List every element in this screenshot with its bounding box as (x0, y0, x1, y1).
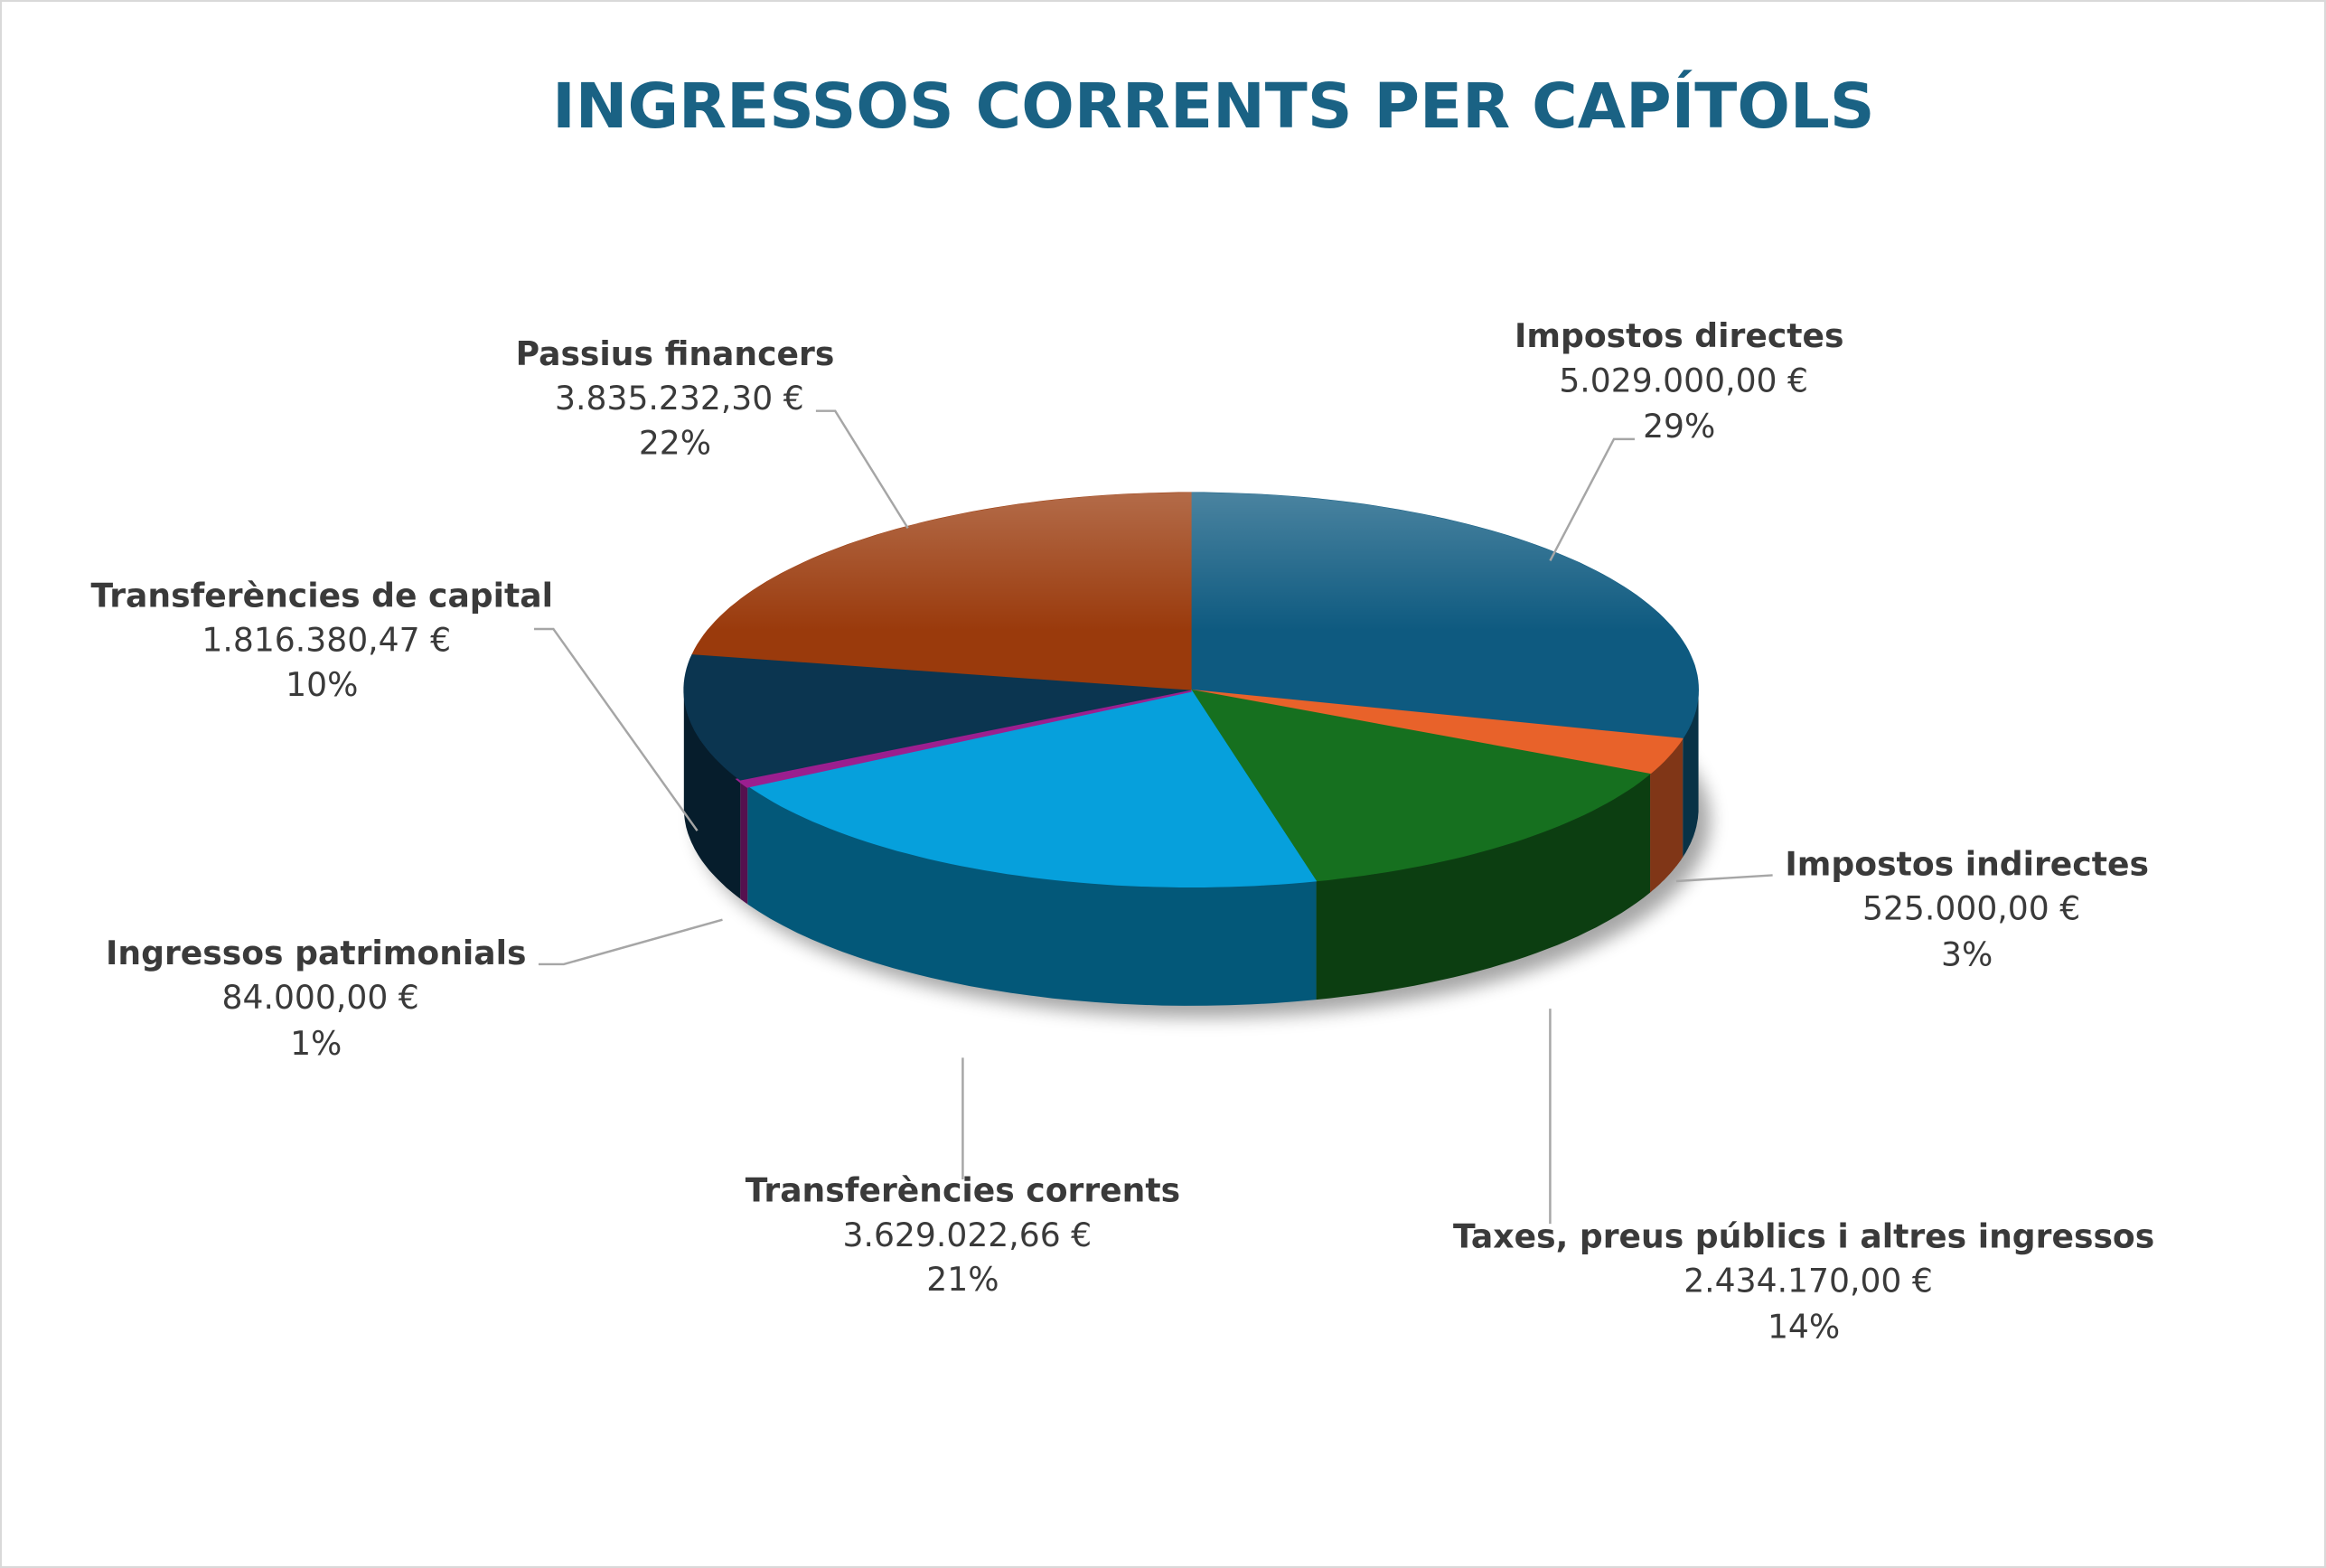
slice-percent: 21% (926, 1260, 999, 1299)
data-label-impostos-indirectes: Impostos indirectes 525.000,00 € 3% (1785, 844, 2149, 973)
slice-percent: 29% (1643, 407, 1715, 446)
slice-wall-2 (1316, 774, 1651, 1000)
slice-value: 5.029.000,00 € (1559, 361, 1808, 399)
slice-wall-4 (740, 780, 748, 905)
data-label-taxes: Taxes, preus públics i altres ingressos … (1453, 1216, 2154, 1346)
slice-wall-3 (747, 785, 1317, 1006)
slice-value: 84.000,00 € (222, 978, 419, 1017)
slice-label: Impostos directes (1515, 316, 1844, 355)
leader-line-4 (538, 918, 723, 966)
slice-wall-5 (683, 690, 741, 899)
leader-line-6 (815, 409, 909, 530)
slice-label: Passius financers (516, 334, 835, 373)
slice-wall-1 (1650, 738, 1684, 893)
slice-label: Impostos indirectes (1785, 844, 2149, 883)
data-label-transferencies-capital: Transferències de capital 1.816.380,47 €… (91, 576, 554, 703)
slice-wall-0 (1683, 690, 1699, 858)
slice-label: Ingressos patrimonials (106, 934, 527, 972)
leader-line-5 (534, 627, 699, 831)
slice-label: Transferències corrents (746, 1171, 1180, 1210)
data-label-transferencies-corrents: Transferències corrents 3.629.022,66 € 2… (746, 1171, 1180, 1299)
leader-line-1 (1675, 874, 1773, 883)
slice-percent: 10% (286, 665, 358, 704)
slice-value: 3.835.232,30 € (555, 379, 804, 418)
pie-gloss (683, 492, 1699, 887)
chart-title: INGRESSOS CORRENTS PER CAPÍTOLS (552, 69, 1874, 143)
slice-label: Taxes, preus públics i altres ingressos (1453, 1216, 2154, 1255)
slice-value: 525.000,00 € (1862, 889, 2080, 928)
leader-line-0 (1549, 437, 1635, 562)
slice-value: 3.629.022,66 € (843, 1216, 1093, 1254)
slice-percent: 1% (290, 1024, 342, 1063)
slice-value: 2.434.170,00 € (1684, 1262, 1933, 1300)
data-label-passius-financers: Passius financers 3.835.232,30 € 22% (516, 334, 835, 462)
slice-label: Transferències de capital (91, 576, 554, 615)
data-label-impostos-directes: Impostos directes 5.029.000,00 € 29% (1515, 316, 1844, 446)
slice-percent: 22% (639, 423, 711, 462)
slice-value: 1.816.380,47 € (202, 621, 451, 660)
data-label-ingressos-patrimonials: Ingressos patrimonials 84.000,00 € 1% (106, 934, 527, 1063)
slice-percent: 3% (1941, 935, 1993, 974)
pie-group (683, 492, 1711, 1019)
slice-percent: 14% (1768, 1308, 1840, 1347)
